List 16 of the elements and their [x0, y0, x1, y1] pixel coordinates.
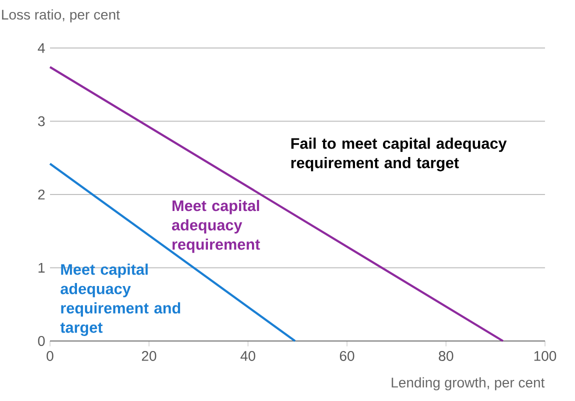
series-label: Meet capital adequacy requirement: [172, 200, 260, 253]
y-axis-title: Loss ratio, per cent: [2, 9, 120, 22]
y-tick-label: 2: [38, 190, 45, 200]
annotation: Fail to meet capital adequacy requirement and target: [291, 138, 507, 172]
x-tick-label: 80: [438, 351, 454, 361]
x-axis-title: Lending growth, per cent: [392, 377, 545, 390]
y-tick-label: 3: [38, 116, 45, 126]
y-tick-label: 0: [38, 336, 45, 346]
series-label: Meet capital adequacy requirement and target: [60, 264, 180, 336]
x-tick-label: 100: [534, 351, 556, 361]
x-tick-label: 0: [46, 351, 54, 361]
x-tick-label: 20: [142, 351, 156, 361]
y-tick-label: 4: [38, 43, 45, 53]
x-tick-label: 60: [340, 351, 354, 361]
x-tick-label: 40: [240, 351, 256, 361]
y-tick-label: 1: [38, 262, 45, 273]
